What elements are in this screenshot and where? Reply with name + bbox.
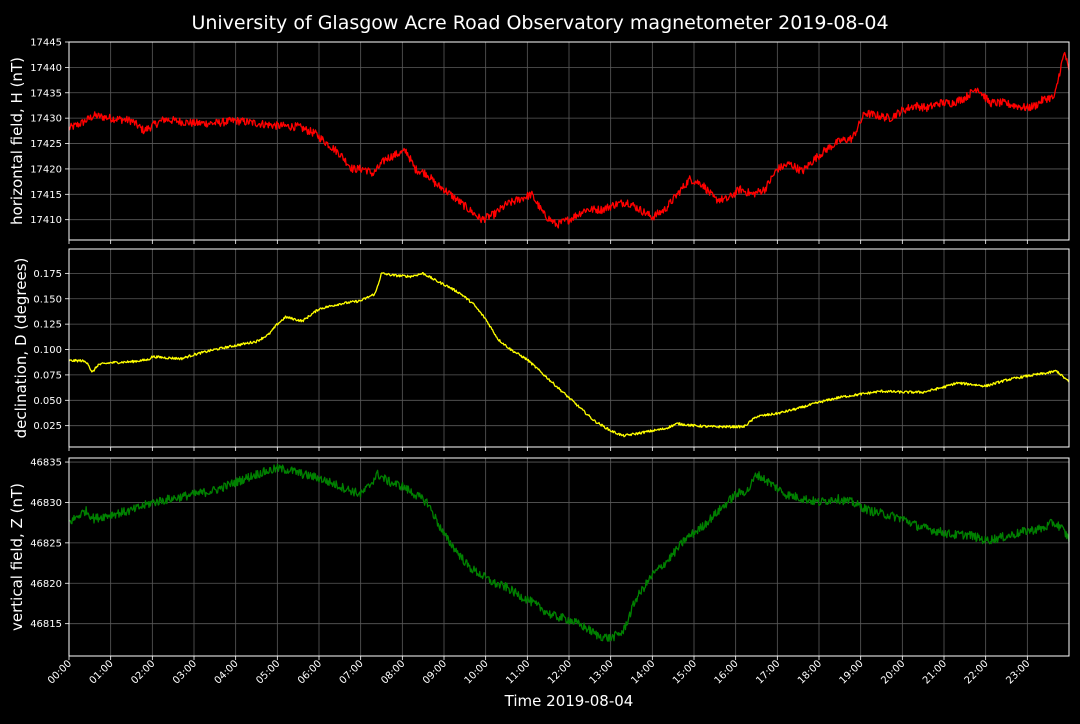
y-tick-label: 17420 [30,164,62,175]
y-tick-label: 17445 [30,38,62,49]
y-tick-label: 46815 [30,619,62,630]
x-tick-label: 07:00 [338,658,366,686]
chart-title: University of Glasgow Acre Road Observat… [191,12,888,34]
x-tick-label: 08:00 [379,658,407,686]
series-line [68,272,1070,438]
x-tick-label: 19:00 [838,658,866,686]
x-tick-label: 21:00 [921,658,949,686]
y-axis-label: horizontal field, H (nT) [8,57,26,225]
y-tick-label: 46835 [30,458,62,469]
x-tick-label: 10:00 [463,658,491,686]
axes-frame [68,248,1070,448]
x-tick-label: 18:00 [796,658,824,686]
x-tick-label: 04:00 [213,658,241,686]
y-tick-label: 17440 [30,63,62,74]
y-tick-label: 0.175 [33,269,62,280]
x-tick-label: 02:00 [129,658,157,686]
x-tick-label: 06:00 [296,658,324,686]
y-tick-label: 17430 [30,114,62,125]
x-tick-label: 23:00 [1004,658,1032,686]
y-axis-label: vertical field, Z (nT) [8,483,26,631]
panel-3: 46815 46820 46825 46830 46835 vertical field,… [8,457,1070,660]
x-tick-label: 20:00 [879,658,907,686]
x-tick-label: 17:00 [754,658,782,686]
y-tick-label: 46830 [30,498,62,509]
x-tick-label: 11:00 [504,658,532,686]
series-line [68,51,1070,229]
panel-1: 17410 17415 17420 17425 17430 17435 17440 17445… [8,38,1070,244]
y-tick-label: 0.150 [33,294,62,305]
x-tick-label: 12:00 [546,658,574,686]
y-tick-label: 46820 [30,579,62,590]
x-tick-label: 14:00 [629,658,657,686]
y-tick-label: 17415 [30,190,62,201]
y-tick-label: 17435 [30,88,62,99]
chart-panels: 17410 17415 17420 17425 17430 17435 17440 17445… [8,38,1070,660]
x-tick-label: 09:00 [421,658,449,686]
x-tick-label: 22:00 [963,658,991,686]
x-axis-ticks: 00:00 01:00 02:00 03:00 04:00 05:00 06:00 07:00… [46,658,1032,686]
y-tick-label: 17425 [30,139,62,150]
x-tick-label: 15:00 [671,658,699,686]
axes-frame [68,41,1070,241]
x-tick-label: 05:00 [254,658,282,686]
y-tick-label: 17410 [30,215,62,226]
y-axis-label: declination, D (degrees) [12,258,30,439]
x-tick-label: 03:00 [171,658,199,686]
axes-frame [68,457,1070,657]
y-tick-label: 0.100 [33,345,62,356]
series-line [68,463,1070,642]
y-tick-label: 0.050 [33,396,62,407]
x-tick-label: 01:00 [88,658,116,686]
x-tick-label: 13:00 [588,658,616,686]
y-tick-label: 0.025 [33,421,62,432]
y-tick-label: 46825 [30,538,62,549]
x-axis-label: Time 2019-08-04 [504,692,634,710]
panel-2: 0.025 0.050 0.075 0.100 0.125 0.150 0.175decli… [12,248,1070,451]
x-tick-label: 16:00 [713,658,741,686]
y-tick-label: 0.125 [33,320,62,331]
y-tick-label: 0.075 [33,370,62,381]
x-tick-label: 00:00 [46,658,74,686]
